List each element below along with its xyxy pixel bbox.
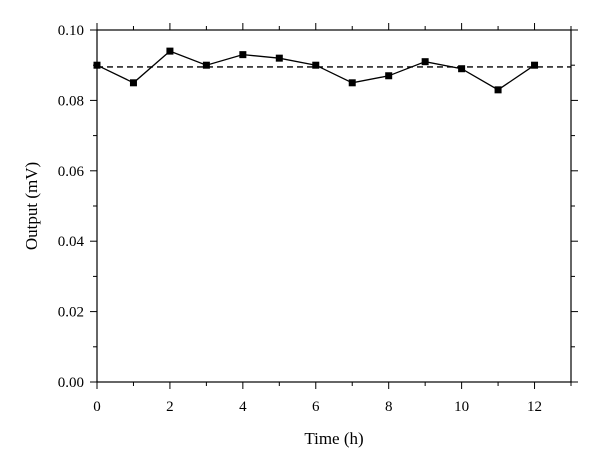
data-point	[202, 61, 210, 69]
x-tick-label: 12	[527, 399, 542, 415]
data-point	[93, 61, 101, 69]
x-tick-label: 2	[166, 399, 174, 415]
data-point	[348, 79, 356, 87]
axis-ticks	[90, 23, 578, 389]
y-tick-label: 0.04	[58, 234, 85, 250]
plot-frame	[96, 29, 572, 383]
x-tick-label: 8	[385, 399, 393, 415]
x-tick-label: 4	[239, 399, 247, 415]
data-point	[421, 58, 429, 66]
axis-tick-labels: 0 2 4 6 8 10 12 0.00 0.02 0.04 0.06 0.08 0.10	[58, 23, 542, 415]
y-tick-label: 0.00	[58, 375, 84, 391]
series-line	[96, 50, 535, 91]
data-points	[93, 47, 539, 94]
y-tick-label: 0.06	[58, 164, 85, 180]
x-tick-label: 0	[93, 399, 101, 415]
data-point	[458, 65, 466, 73]
x-tick-label: 10	[454, 399, 469, 415]
y-tick-label: 0.08	[58, 93, 84, 109]
data-point	[129, 79, 137, 87]
data-point	[531, 61, 539, 69]
data-point	[385, 72, 393, 80]
y-tick-label: 0.10	[58, 23, 84, 39]
x-axis-title: Time (h)	[304, 429, 363, 448]
data-point	[239, 51, 247, 59]
x-tick-label: 6	[312, 399, 320, 415]
data-point	[275, 54, 283, 62]
y-axis-title: Output (mV)	[22, 162, 41, 250]
data-point	[312, 61, 320, 69]
y-tick-label: 0.02	[58, 305, 84, 321]
data-point	[166, 47, 174, 55]
data-point	[494, 86, 502, 94]
